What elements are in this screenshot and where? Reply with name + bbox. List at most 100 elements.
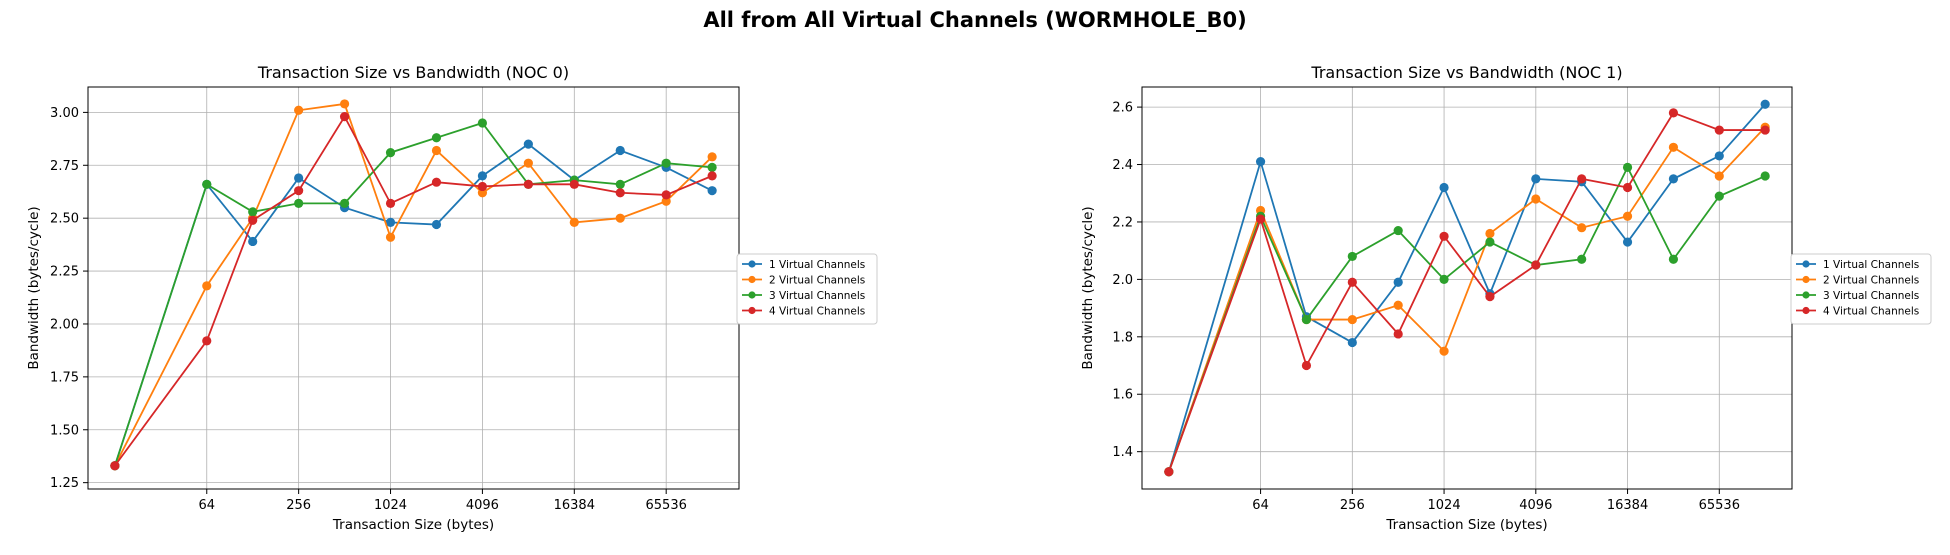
data-point — [248, 236, 258, 247]
legend-marker — [748, 306, 756, 315]
data-point — [477, 181, 488, 192]
x-tick-label: 64 — [1252, 498, 1269, 513]
legend-marker — [748, 260, 756, 268]
legend-marker — [1802, 306, 1810, 315]
y-tick-label: 2.2 — [1112, 215, 1133, 230]
data-point — [615, 179, 625, 189]
data-point — [523, 158, 533, 168]
x-axis-label: Transaction Size (bytes) — [1385, 517, 1547, 533]
data-point — [202, 179, 212, 189]
data-point — [294, 198, 304, 208]
x-axis-label: Transaction Size (bytes) — [332, 517, 494, 533]
legend-box — [736, 253, 878, 325]
x-tick-label: 64 — [198, 498, 215, 513]
data-point — [1622, 162, 1633, 172]
data-point — [1531, 174, 1541, 184]
legend: 1 Virtual Channels 2 Virtual Channels 3 Vi… — [1790, 253, 1932, 325]
data-point — [1439, 346, 1449, 356]
y-tick-label: 1.8 — [1112, 330, 1133, 345]
data-point — [294, 173, 304, 183]
y-tick-label: 2.00 — [50, 317, 79, 332]
data-point — [1347, 277, 1357, 287]
data-point — [202, 281, 212, 291]
data-point — [1531, 260, 1541, 270]
data-point — [1485, 228, 1495, 239]
data-point — [1255, 214, 1266, 224]
data-point — [431, 219, 442, 230]
y-axis-label: Bandwidth (bytes/cycle) — [26, 206, 42, 369]
data-point — [1622, 182, 1633, 193]
data-point — [569, 217, 579, 228]
chart-title: Transaction Size vs Bandwidth (NOC 1) — [1310, 63, 1622, 82]
data-point — [1485, 237, 1495, 247]
legend-label: 2 Virtual Channels — [1823, 275, 1919, 287]
x-tick-label: 256 — [1340, 498, 1365, 513]
legend-marker — [748, 275, 756, 284]
data-point — [707, 171, 717, 181]
data-point — [569, 179, 579, 189]
data-point — [1485, 292, 1495, 302]
x-tick-label: 16384 — [1607, 498, 1648, 513]
data-point — [431, 145, 442, 156]
plot-frame — [1141, 86, 1793, 490]
data-point — [1714, 125, 1724, 135]
data-point — [1714, 151, 1724, 161]
data-point — [339, 112, 350, 122]
y-tick-label: 1.50 — [50, 423, 79, 438]
x-tick-label: 256 — [286, 498, 311, 513]
y-tick-label: 2.50 — [50, 212, 79, 227]
data-point — [1668, 142, 1679, 152]
data-point — [385, 232, 396, 242]
data-point — [1393, 277, 1403, 287]
data-point — [1393, 329, 1403, 339]
y-tick-label: 2.6 — [1112, 101, 1133, 116]
data-point — [385, 217, 396, 228]
x-tick-label: 4096 — [466, 498, 499, 513]
chart-panel-0: 64 256 1024 4096 16384 65536 1.25 1.50 1.75 2.00 2… — [26, 63, 878, 533]
data-point — [707, 162, 717, 172]
x-tick-label: 65536 — [646, 498, 687, 513]
data-point — [385, 198, 396, 208]
data-point — [1577, 254, 1587, 264]
legend-marker — [1802, 275, 1810, 284]
data-point — [707, 152, 717, 162]
data-point — [1347, 251, 1357, 262]
data-point — [385, 147, 396, 158]
data-point — [1301, 314, 1312, 325]
data-point — [1301, 360, 1312, 371]
data-point — [294, 105, 304, 115]
data-point — [477, 171, 488, 181]
data-point — [1577, 174, 1587, 184]
legend-marker — [1802, 291, 1810, 299]
x-tick-label: 65536 — [1699, 498, 1740, 513]
data-point — [431, 177, 442, 187]
legend: 1 Virtual Channels 2 Virtual Channels 3 Vi… — [736, 253, 878, 325]
data-point — [1164, 467, 1174, 477]
data-point — [1531, 194, 1541, 204]
chart-panel-1: 64 256 1024 4096 16384 65536 1.4 1.6 1.8 2.0 2.2 2.… — [1080, 63, 1932, 533]
data-point — [661, 158, 671, 168]
legend-label: 3 Virtual Channels — [769, 290, 865, 302]
data-point — [1347, 314, 1357, 325]
data-point — [523, 139, 533, 149]
data-point — [110, 461, 120, 471]
series-line — [114, 121, 713, 467]
data-point — [1668, 108, 1679, 118]
x-tick-label: 16384 — [554, 498, 595, 513]
data-point — [1760, 125, 1770, 135]
x-tick-label: 4096 — [1519, 498, 1552, 513]
data-point — [1439, 182, 1449, 193]
data-point — [523, 179, 533, 189]
data-point — [1255, 157, 1266, 167]
y-tick-label: 1.4 — [1112, 445, 1133, 460]
data-point — [339, 99, 350, 109]
data-point — [1668, 174, 1679, 184]
data-point — [1760, 99, 1770, 109]
y-tick-label: 1.6 — [1112, 388, 1133, 403]
legend-box — [1790, 253, 1932, 325]
data-point — [1714, 191, 1724, 201]
y-tick-label: 2.75 — [50, 159, 79, 174]
data-point — [707, 186, 717, 196]
data-point — [1439, 274, 1449, 284]
